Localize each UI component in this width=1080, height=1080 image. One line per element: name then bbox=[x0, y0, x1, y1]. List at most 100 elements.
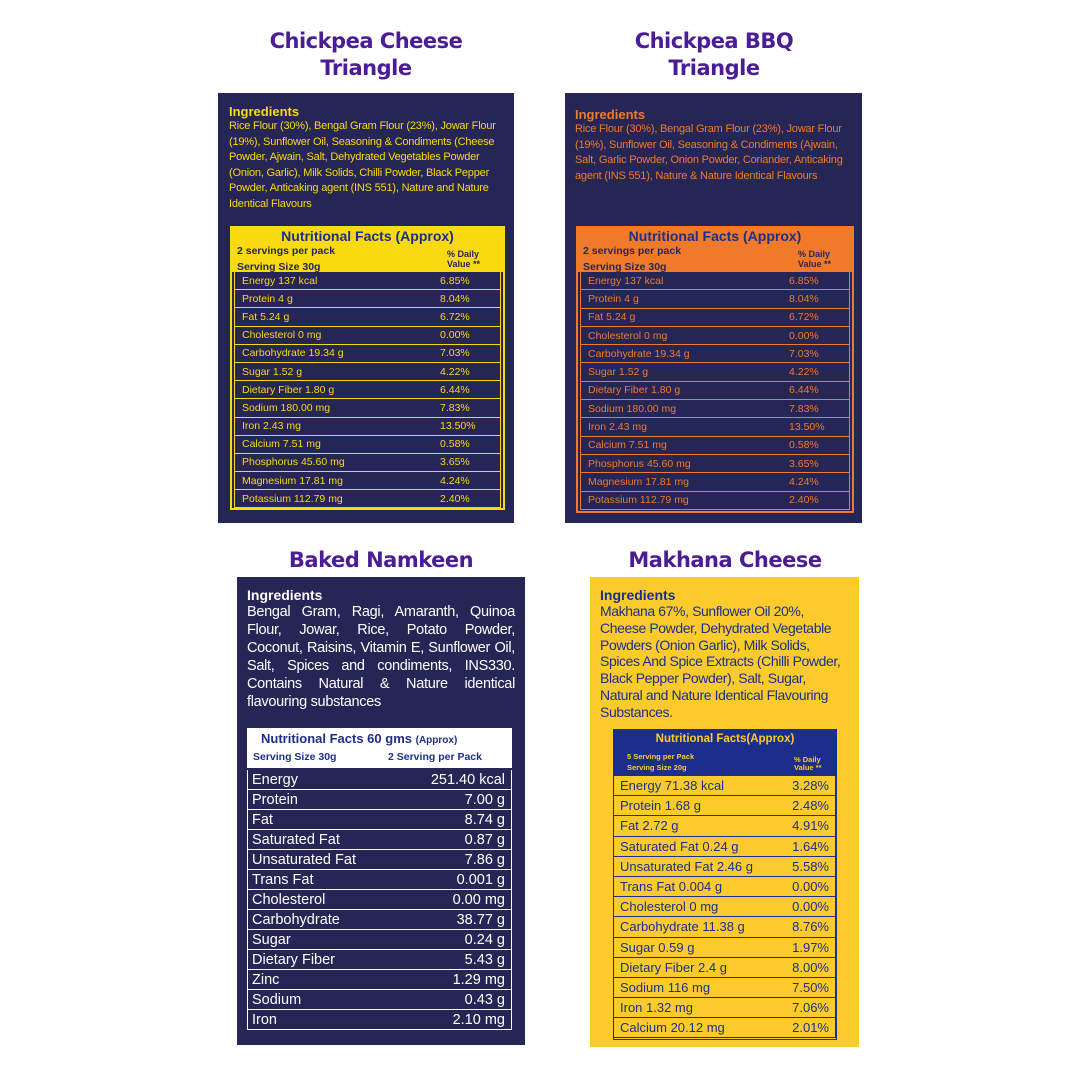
nutrition-row: Calcium 20.12 mg 2.01% bbox=[614, 1018, 836, 1039]
nutrient-name: Carbohydrate 11.38 g bbox=[620, 919, 745, 935]
nutrition-row: Dietary Fiber 1.80 g 6.44% bbox=[234, 381, 501, 400]
daily-value-header: % Daily Value ** bbox=[447, 249, 481, 269]
nutrient-name: Saturated Fat bbox=[252, 831, 340, 848]
nutrient-name: Carbohydrate 19.34 g bbox=[242, 347, 344, 360]
nutrient-name: Iron 1.32 mg bbox=[620, 1000, 693, 1016]
nutrition-row: Dietary Fiber 5.43 g bbox=[247, 950, 512, 970]
table-title-suffix: (Approx) bbox=[415, 735, 458, 746]
nutrient-value: 7.83% bbox=[440, 401, 470, 414]
nutrition-row: Unsaturated Fat 2.46 g 5.58% bbox=[614, 856, 836, 877]
nutrition-row: Dietary Fiber 1.80 g 6.44% bbox=[580, 381, 850, 401]
nutrient-value: 7.06% bbox=[792, 1000, 829, 1016]
nutrition-row: Fat 5.24 g 6.72% bbox=[234, 308, 501, 327]
nutrient-value: 4.22% bbox=[440, 365, 470, 378]
nutrient-value: 8.04% bbox=[789, 292, 819, 305]
nutrient-value: 8.04% bbox=[440, 292, 470, 305]
nutrition-row: Cholesterol 0.00 mg bbox=[247, 890, 512, 910]
title-line: Baked Namkeen bbox=[288, 548, 474, 572]
nutrient-value: 8.76% bbox=[792, 919, 829, 935]
nutrient-name: Iron 2.43 mg bbox=[588, 421, 647, 434]
nutrition-row: Potassium 112.79 mg 2.40% bbox=[234, 490, 501, 509]
nutrition-row: Sugar 1.52 g 4.22% bbox=[234, 362, 501, 382]
ingredients-heading: Ingredients bbox=[575, 107, 646, 122]
nutrient-value: 4.24% bbox=[789, 475, 819, 488]
nutrition-row: Phosphorus 45.60 mg 3.65% bbox=[234, 453, 501, 473]
nutrition-row: Sugar 0.24 g bbox=[247, 930, 512, 950]
nutrient-name: Sodium 180.00 mg bbox=[242, 401, 331, 414]
ingredients-heading: Ingredients bbox=[600, 587, 676, 603]
nutrient-value: 4.22% bbox=[789, 366, 819, 379]
nutrient-name: Magnesium 17.81 mg bbox=[242, 474, 343, 487]
nutrition-row: Protein 7.00 g bbox=[247, 790, 512, 810]
nutrient-name: Energy 137 kcal bbox=[242, 274, 318, 287]
product-title-baked-namkeen: Baked Namkeen bbox=[231, 547, 531, 574]
nutrition-row: Unsaturated Fat 7.86 g bbox=[247, 850, 512, 870]
nutrient-value: 0.43 g bbox=[464, 991, 505, 1008]
nutrient-name: Protein 4 g bbox=[588, 292, 639, 305]
nutrient-name: Cholesterol 0 mg bbox=[588, 329, 668, 342]
nutrition-row: Saturated Fat 0.87 g bbox=[247, 830, 512, 850]
nutrition-row: Protein 4 g 8.04% bbox=[234, 290, 501, 309]
table-title: Nutritional Facts (Approx) bbox=[281, 228, 454, 244]
table-title-text: Nutritional Facts 60 gms bbox=[261, 731, 412, 746]
nutrient-value: 8.00% bbox=[792, 959, 829, 975]
nutrition-table-chickpea-cheese: Nutritional Facts (Approx) 2 servings pe… bbox=[230, 226, 505, 510]
nutrient-value: 6.72% bbox=[789, 311, 819, 324]
nutrition-row: Magnesium 17.81 mg 4.24% bbox=[580, 473, 850, 492]
nutrient-value: 2.40% bbox=[789, 494, 819, 507]
nutrition-row: Sodium 180.00 mg 7.83% bbox=[234, 399, 501, 418]
nutrient-name: Saturated Fat 0.24 g bbox=[620, 838, 739, 854]
nutrition-row: Protein 1.68 g 2.48% bbox=[614, 796, 836, 817]
title-line: Triangle bbox=[320, 56, 412, 80]
nutrient-name: Fat 2.72 g bbox=[620, 818, 679, 834]
nutrient-name: Sugar 0.59 g bbox=[620, 939, 695, 955]
nutrient-value: 0.00% bbox=[792, 899, 829, 915]
nutrient-value: 5.43 g bbox=[464, 951, 505, 968]
serving-size: Serving Size 30g bbox=[583, 261, 667, 273]
nutrient-name: Energy 137 kcal bbox=[588, 274, 664, 287]
nutrient-value: 7.00 g bbox=[464, 791, 505, 808]
product-title-chickpea-bbq: Chickpea BBQ Triangle bbox=[564, 28, 864, 82]
nutrient-value: 2.48% bbox=[792, 798, 829, 814]
nutrition-row: Trans Fat 0.004 g 0.00% bbox=[614, 876, 836, 898]
nutrient-value: 251.40 kcal bbox=[430, 771, 505, 788]
nutrient-name: Trans Fat 0.004 g bbox=[620, 879, 723, 895]
nutrient-name: Dietary Fiber 1.80 g bbox=[242, 383, 335, 396]
nutrient-name: Protein 1.68 g bbox=[620, 798, 701, 814]
nutrient-name: Energy bbox=[252, 771, 298, 788]
nutrient-name: Sodium bbox=[252, 991, 302, 1008]
nutrition-row: Cholesterol 0 mg 0.00% bbox=[614, 897, 836, 918]
nutrient-name: Carbohydrate bbox=[252, 911, 340, 928]
nutrient-value: 3.65% bbox=[789, 457, 819, 470]
title-line: Triangle bbox=[668, 56, 760, 80]
nutrient-value: 38.77 g bbox=[456, 911, 505, 928]
nutrient-name: Fat 5.24 g bbox=[242, 310, 290, 323]
nutrition-rows: Energy 137 kcal 6.85% Protein 4 g 8.04% Fat … bbox=[232, 272, 503, 509]
nutrient-value: 6.85% bbox=[440, 274, 470, 287]
nutrient-value: 0.00% bbox=[440, 329, 470, 342]
nutrition-table-header: Nutritional Facts(Approx) 5 Serving per … bbox=[614, 730, 836, 776]
nutrition-row: Carbohydrate 11.38 g 8.76% bbox=[614, 917, 836, 938]
servings-per-pack: 5 Serving per Pack bbox=[627, 752, 695, 761]
nutrient-value: 13.50% bbox=[789, 421, 825, 434]
title-line: Chickpea BBQ bbox=[634, 29, 794, 53]
nutrient-name: Dietary Fiber bbox=[252, 951, 335, 968]
nutrient-name: Sugar 1.52 g bbox=[242, 365, 303, 378]
nutrition-row: Iron 2.43 mg 13.50% bbox=[580, 418, 850, 437]
serving-size: Serving Size 20g bbox=[627, 763, 687, 772]
daily-value-header: % Daily Value ** bbox=[794, 755, 822, 772]
nutrient-value: 0.00 mg bbox=[452, 891, 505, 908]
nutrition-table-header: Nutritional Facts (Approx) 2 servings pe… bbox=[578, 228, 852, 273]
nutrition-table-makhana-cheese: Nutritional Facts(Approx) 5 Serving per … bbox=[613, 729, 837, 1040]
nutrient-value: 3.65% bbox=[440, 456, 470, 469]
title-line: Chickpea Cheese bbox=[269, 29, 463, 53]
nutrient-value: 0.001 g bbox=[456, 871, 505, 888]
nutrient-value: 0.87 g bbox=[464, 831, 505, 848]
nutrition-row: Iron 1.32 mg 7.06% bbox=[614, 998, 836, 1019]
servings-per-pack: 2 servings per pack bbox=[583, 245, 682, 257]
nutrition-row: Cholesterol 0 mg 0.00% bbox=[234, 326, 501, 345]
ingredients-heading: Ingredients bbox=[229, 104, 300, 119]
nutrient-value: 2.40% bbox=[440, 492, 470, 505]
nutrition-row: Dietary Fiber 2.4 g 8.00% bbox=[614, 957, 836, 978]
nutrient-value: 7.83% bbox=[789, 402, 819, 415]
